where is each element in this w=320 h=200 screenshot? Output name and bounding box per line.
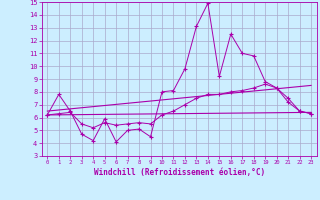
X-axis label: Windchill (Refroidissement éolien,°C): Windchill (Refroidissement éolien,°C) — [94, 168, 265, 177]
